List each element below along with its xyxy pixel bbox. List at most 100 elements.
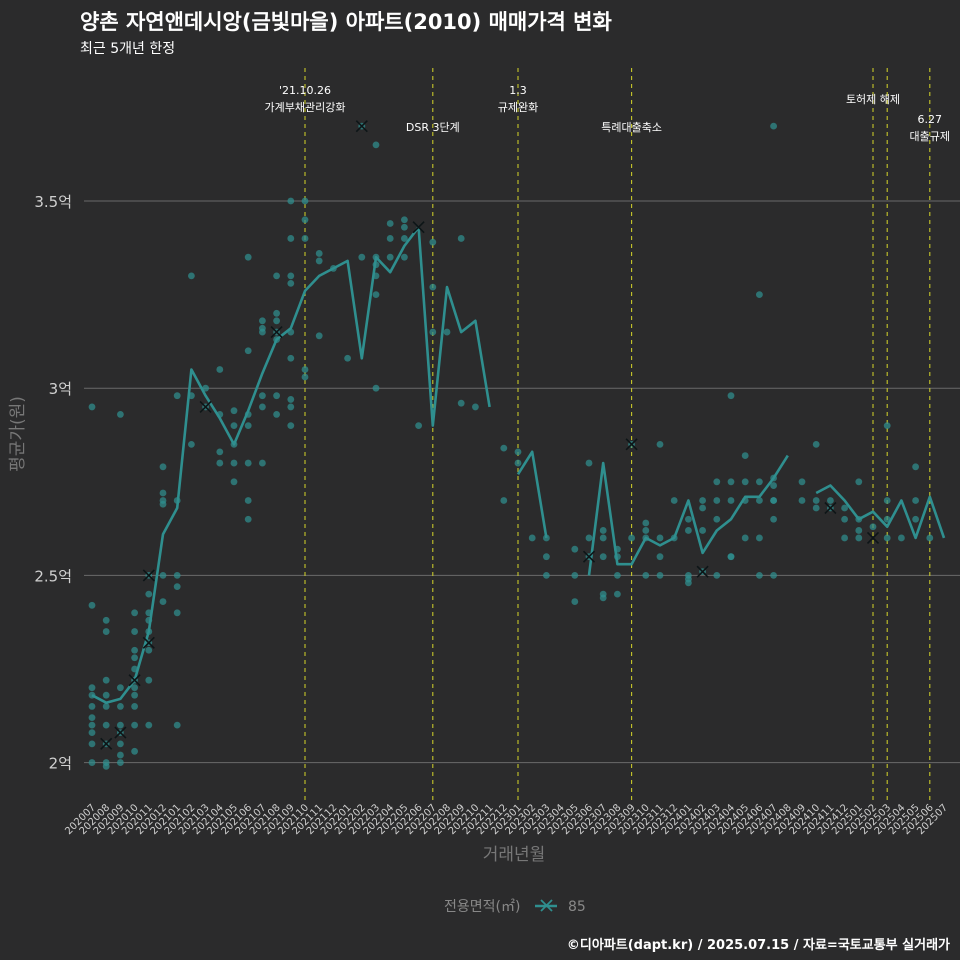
data-point bbox=[401, 216, 408, 224]
data-point bbox=[770, 122, 777, 130]
data-point bbox=[926, 534, 934, 542]
data-point bbox=[912, 497, 919, 504]
data-point bbox=[699, 497, 706, 504]
data-point bbox=[259, 317, 266, 325]
data-point bbox=[287, 197, 295, 205]
y-axis-label: 평균가(원) bbox=[8, 396, 28, 472]
event-lines bbox=[304, 68, 931, 800]
data-point bbox=[472, 403, 479, 411]
data-point bbox=[259, 392, 266, 400]
data-point bbox=[883, 497, 891, 504]
data-point bbox=[230, 422, 238, 430]
data-point bbox=[599, 594, 607, 602]
data-marks bbox=[88, 120, 946, 770]
median-cross bbox=[114, 726, 127, 739]
data-point bbox=[244, 253, 252, 261]
data-point bbox=[713, 497, 721, 504]
data-point bbox=[443, 328, 451, 336]
data-point bbox=[131, 703, 139, 710]
data-point bbox=[770, 497, 777, 504]
data-point bbox=[699, 527, 706, 534]
data-point bbox=[131, 654, 139, 662]
data-point bbox=[159, 571, 167, 579]
data-point bbox=[88, 601, 96, 609]
data-point bbox=[386, 253, 394, 261]
data-point bbox=[415, 422, 422, 430]
data-point bbox=[287, 422, 295, 430]
data-point bbox=[841, 515, 848, 523]
data-point bbox=[429, 283, 437, 291]
data-point bbox=[855, 527, 863, 534]
data-point bbox=[713, 478, 721, 486]
data-point bbox=[173, 609, 181, 617]
data-point bbox=[599, 527, 607, 534]
legend-cross-swatch bbox=[540, 899, 553, 912]
data-point bbox=[159, 598, 167, 605]
data-point bbox=[756, 291, 763, 299]
data-point bbox=[727, 553, 735, 561]
data-point bbox=[259, 459, 266, 467]
data-point bbox=[770, 515, 777, 523]
data-point bbox=[287, 396, 295, 403]
data-point bbox=[173, 571, 181, 579]
data-point bbox=[599, 553, 607, 561]
data-point bbox=[756, 534, 763, 542]
data-point bbox=[457, 235, 465, 242]
median-cross bbox=[824, 501, 837, 515]
data-point bbox=[259, 328, 266, 336]
data-point bbox=[145, 676, 153, 684]
median-cross bbox=[355, 120, 368, 133]
data-point bbox=[273, 272, 280, 280]
data-point bbox=[173, 721, 181, 729]
data-point bbox=[812, 504, 820, 512]
data-point bbox=[88, 714, 96, 722]
data-point bbox=[401, 235, 408, 242]
data-point bbox=[614, 571, 621, 579]
data-point bbox=[571, 571, 579, 579]
source-caption: ©디아파트(dapt.kr) / 2025.07.15 / 자료=국토교통부 실… bbox=[566, 938, 950, 953]
data-point bbox=[429, 238, 437, 246]
data-point bbox=[131, 721, 139, 729]
data-point bbox=[102, 703, 110, 710]
data-point bbox=[898, 534, 905, 542]
data-point bbox=[685, 579, 692, 587]
data-point bbox=[798, 497, 806, 504]
data-point bbox=[287, 403, 295, 411]
data-point bbox=[699, 504, 706, 512]
data-point bbox=[301, 235, 309, 242]
x-axis-label: 거래년월 bbox=[483, 845, 546, 865]
event-annotation-label: 가계부채관리강화 bbox=[265, 101, 346, 114]
data-point bbox=[614, 590, 621, 598]
data-point bbox=[117, 721, 124, 729]
data-point bbox=[727, 478, 735, 486]
legend-entry-85: 85 bbox=[568, 899, 586, 915]
data-point bbox=[798, 478, 806, 486]
data-point bbox=[159, 463, 167, 471]
data-point bbox=[827, 497, 834, 504]
data-point bbox=[102, 628, 110, 635]
data-point bbox=[841, 504, 848, 512]
median-cross bbox=[142, 569, 155, 582]
data-point bbox=[599, 534, 607, 542]
data-point bbox=[88, 740, 96, 748]
data-point bbox=[741, 534, 749, 542]
data-point bbox=[244, 497, 252, 504]
data-point bbox=[514, 448, 522, 456]
data-point bbox=[287, 272, 295, 280]
data-point bbox=[244, 422, 252, 430]
data-point bbox=[259, 403, 266, 411]
data-point bbox=[543, 534, 550, 542]
median-cross bbox=[100, 737, 113, 750]
data-point bbox=[656, 571, 664, 579]
median-cross bbox=[582, 550, 596, 563]
y-tick-label: 3.5억 bbox=[34, 193, 72, 211]
data-point bbox=[102, 721, 110, 729]
data-point bbox=[273, 411, 280, 418]
data-point bbox=[500, 497, 508, 504]
data-point bbox=[216, 366, 224, 373]
data-point bbox=[287, 235, 295, 242]
data-point bbox=[912, 463, 919, 471]
data-point bbox=[401, 253, 408, 261]
